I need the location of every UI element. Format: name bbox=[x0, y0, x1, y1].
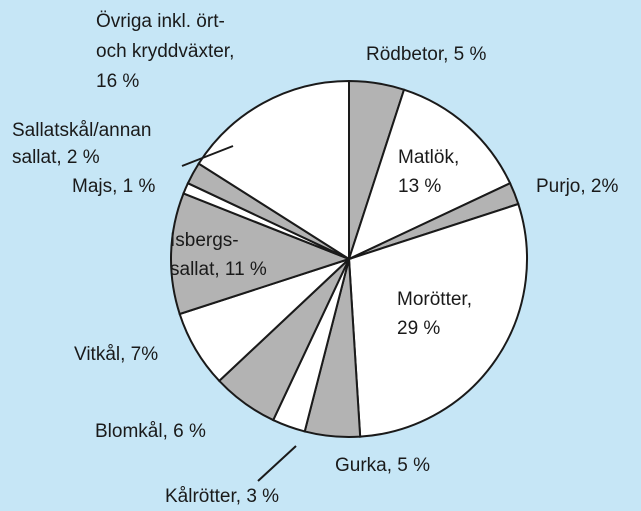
slice-label: Kålrötter, 3 % bbox=[165, 486, 279, 507]
slice-label: Majs, 1 % bbox=[72, 176, 156, 197]
slice-label: sallat, 2 % bbox=[12, 147, 100, 168]
slice-label: sallat, 11 % bbox=[170, 259, 267, 280]
slice-label: Vitkål, 7% bbox=[74, 344, 158, 365]
slice-label: Morötter, bbox=[397, 289, 472, 310]
leader-line bbox=[181, 145, 234, 167]
slice-label: Isbergs- bbox=[170, 230, 239, 251]
slice-label: Gurka, 5 % bbox=[335, 455, 430, 476]
pie-slice bbox=[170, 192, 352, 316]
pie-slice bbox=[197, 79, 350, 261]
slice-label: 29 % bbox=[397, 318, 440, 339]
slice-label: Sallatskål/annan bbox=[12, 120, 151, 141]
slice-label: Purjo, 2% bbox=[536, 176, 618, 197]
pie-slice bbox=[347, 202, 528, 438]
slice-label: och kryddväxter, bbox=[96, 41, 234, 62]
pie-slice bbox=[347, 88, 512, 261]
leader-line bbox=[257, 445, 297, 482]
slice-label: Rödbetor, 5 % bbox=[366, 44, 487, 65]
slice-label: Matlök, bbox=[398, 147, 459, 168]
slice-label: 13 % bbox=[398, 176, 441, 197]
slice-label: Övriga inkl. ört- bbox=[96, 11, 225, 32]
slice-label: Blomkål, 6 % bbox=[95, 421, 206, 442]
slice-label: 16 % bbox=[96, 71, 139, 92]
